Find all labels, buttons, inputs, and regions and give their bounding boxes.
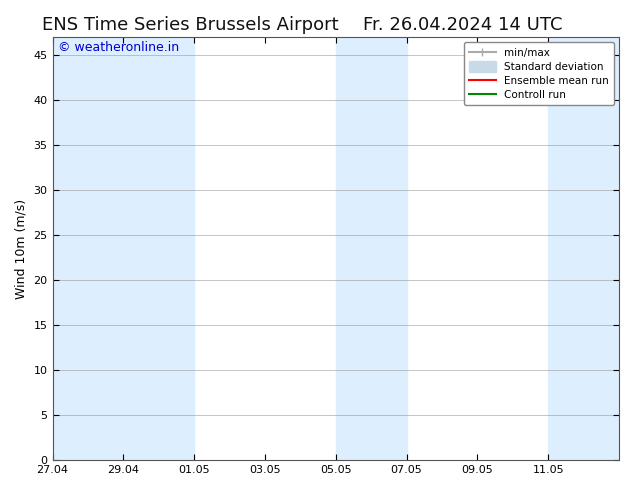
Bar [548,37,619,460]
Y-axis label: Wind 10m (m/s): Wind 10m (m/s) [15,198,28,299]
Bar [53,37,124,460]
Text: © weatheronline.in: © weatheronline.in [58,41,179,54]
Text: ENS Time Series Brussels Airport: ENS Time Series Brussels Airport [42,16,339,34]
Bar [336,37,406,460]
Legend: min/max, Standard deviation, Ensemble mean run, Controll run: min/max, Standard deviation, Ensemble me… [464,42,614,105]
Bar [124,37,194,460]
Text: Fr. 26.04.2024 14 UTC: Fr. 26.04.2024 14 UTC [363,16,562,34]
